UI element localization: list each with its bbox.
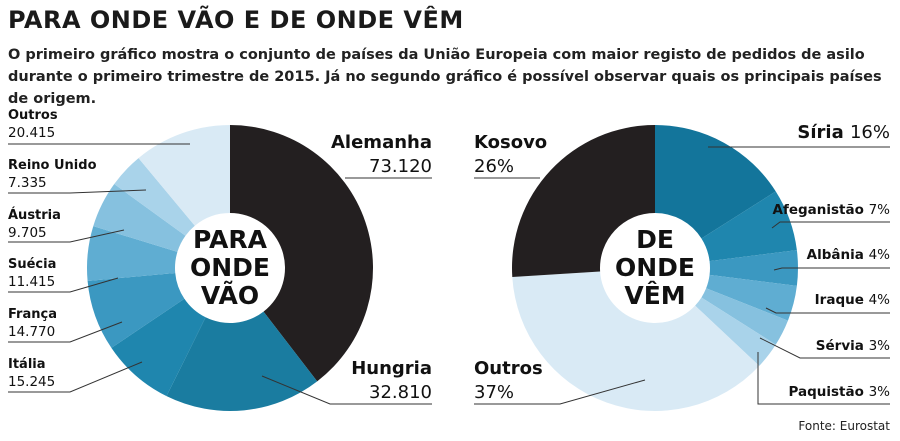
leader-line-iraque <box>765 307 890 314</box>
value-suecia: 11.415 <box>8 274 55 290</box>
leader-line-suecia <box>8 277 119 293</box>
label-outros: Outros <box>8 108 58 123</box>
slice-albania <box>709 250 798 286</box>
leader-line-franca <box>8 321 123 343</box>
label-outros: Outros <box>474 358 543 379</box>
label-servia: Sérvia 3% <box>816 338 890 354</box>
leader-line-hungria <box>261 375 432 405</box>
slice-reino-unido <box>114 158 195 236</box>
center-label-line: ONDE <box>615 253 695 282</box>
leader-line-austria <box>8 229 125 243</box>
value-outros: 37% <box>474 382 514 403</box>
value-reino-unido: 7.335 <box>8 175 47 191</box>
label-albania: Albânia 4% <box>807 247 890 263</box>
center-label-line: ONDE <box>190 253 270 282</box>
value-italia: 15.245 <box>8 374 55 390</box>
slice-outros <box>512 271 760 412</box>
slice-alemanha <box>230 125 373 382</box>
value-franca: 14.770 <box>8 324 55 340</box>
leader-line-reino-unido <box>8 189 147 194</box>
slice-kosovo <box>512 125 655 277</box>
label-austria: Áustria <box>8 207 61 223</box>
leader-line-afeganistao <box>771 221 890 229</box>
leader-line-servia <box>759 337 890 359</box>
center-label-line: PARA <box>193 225 268 254</box>
slice-iraque <box>706 274 797 321</box>
leader-line-italia <box>8 361 143 393</box>
center-label-line: DE <box>636 225 674 254</box>
page-subtitle: O primeiro gráfico mostra o conjunto de … <box>8 47 882 107</box>
slice-hungria <box>166 311 318 411</box>
source-note: Fonte: Eurostat <box>798 419 890 433</box>
label-italia: Itália <box>8 357 46 372</box>
slice-austria <box>93 184 186 252</box>
value-alemanha: 73.120 <box>369 156 432 177</box>
value-hungria: 32.810 <box>369 382 432 403</box>
label-kosovo: Kosovo <box>474 132 547 153</box>
slice-paquistao <box>695 297 776 366</box>
slice-franca <box>87 272 185 348</box>
slice-siria <box>655 125 776 239</box>
center-label-line: VÊM <box>624 281 685 310</box>
page-title: PARA ONDE VÃO E DE ONDE VÊM <box>8 6 464 34</box>
center-label-line: VÃO <box>201 281 259 310</box>
label-franca: França <box>8 307 57 322</box>
value-outros: 20.415 <box>8 125 55 141</box>
label-reino-unido: Reino Unido <box>8 158 97 173</box>
slice-suecia <box>86 226 178 281</box>
leader-line-paquistao <box>757 352 890 405</box>
label-siria: Síria 16% <box>797 122 890 143</box>
label-alemanha: Alemanha <box>331 132 432 153</box>
slice-servia <box>701 288 788 345</box>
leader-line-outros <box>474 379 646 405</box>
label-suecia: Suécia <box>8 257 56 272</box>
slice-italia <box>111 298 206 397</box>
leader-line-albania <box>773 267 890 271</box>
label-iraque: Iraque 4% <box>815 292 891 308</box>
value-kosovo: 26% <box>474 156 514 177</box>
label-hungria: Hungria <box>351 358 432 379</box>
label-afeganistao: Afeganistão 7% <box>773 202 891 218</box>
label-paquistao: Paquistão 3% <box>788 384 890 400</box>
slice-outros <box>138 125 230 226</box>
value-austria: 9.705 <box>8 225 47 241</box>
slice-afeganistao <box>701 191 797 262</box>
